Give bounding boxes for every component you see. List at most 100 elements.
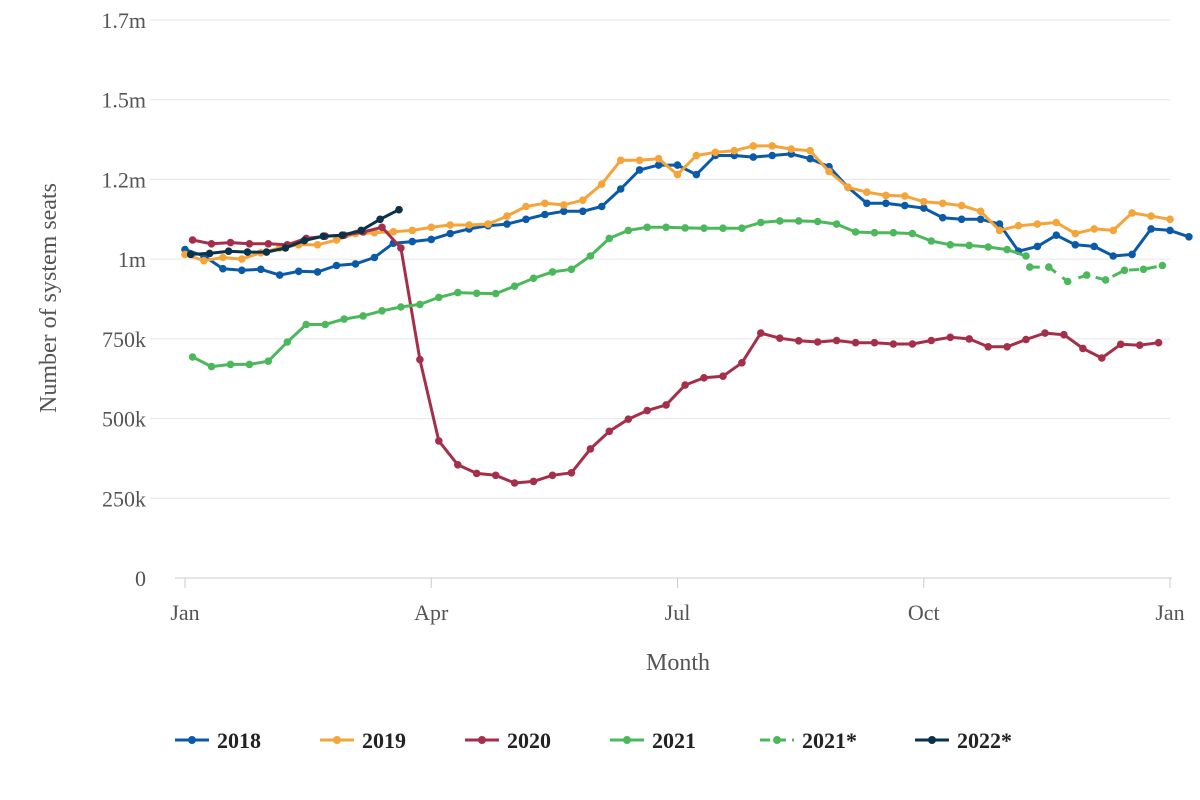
legend-item-2022-star[interactable]: 2022* <box>915 728 1012 753</box>
data-point <box>768 151 776 160</box>
data-point <box>700 224 708 232</box>
data-point <box>870 228 879 237</box>
y-tick-label: 0 <box>135 566 146 591</box>
data-point <box>776 334 784 343</box>
data-point <box>1052 231 1061 239</box>
data-point <box>681 224 689 232</box>
data-point <box>224 247 233 255</box>
data-point <box>1003 245 1011 254</box>
legend-item-2018[interactable]: 2018 <box>175 728 261 753</box>
data-point <box>503 212 511 220</box>
data-point <box>243 248 252 256</box>
data-point <box>416 355 424 364</box>
series-line <box>1029 264 1163 283</box>
data-point <box>200 256 208 265</box>
data-point <box>1135 341 1144 350</box>
data-point <box>359 312 367 320</box>
data-point <box>654 161 663 169</box>
data-point <box>416 300 424 309</box>
data-point <box>889 228 898 237</box>
data-point <box>643 406 651 415</box>
legend-marker <box>188 736 196 744</box>
data-point <box>332 261 341 270</box>
gridlines <box>150 19 1170 499</box>
data-point <box>882 191 890 200</box>
data-point <box>692 151 701 160</box>
data-point <box>529 477 538 486</box>
y-tick-label: 1.2m <box>101 167 146 192</box>
data-point <box>1026 263 1034 271</box>
data-point <box>662 401 670 409</box>
data-point <box>776 217 784 225</box>
legend-marker <box>478 736 486 744</box>
data-point <box>624 226 633 235</box>
legend-label: 2021* <box>802 728 857 753</box>
data-point <box>1079 344 1087 353</box>
legend-marker <box>333 736 341 744</box>
data-point <box>605 234 614 243</box>
x-tick-label: Jan <box>170 600 199 625</box>
data-point <box>832 220 841 228</box>
data-point <box>787 145 795 153</box>
data-point <box>226 238 235 247</box>
data-point <box>662 223 670 232</box>
data-point <box>1128 250 1136 259</box>
data-point <box>719 224 727 232</box>
data-point <box>454 461 462 469</box>
data-point <box>188 236 197 244</box>
data-point <box>370 253 379 262</box>
x-axis: Jan Apr Jul Oct Jan <box>170 577 1185 625</box>
legend-label: 2019 <box>362 728 406 753</box>
legend-item-2019[interactable]: 2019 <box>320 728 406 753</box>
data-point <box>275 271 284 279</box>
data-point <box>976 215 985 224</box>
series-2018 <box>181 150 1193 279</box>
data-point <box>901 201 909 210</box>
data-point <box>813 217 822 226</box>
data-point <box>692 170 701 179</box>
data-point <box>376 215 384 224</box>
data-point <box>965 335 973 343</box>
data-point <box>340 315 348 323</box>
data-point <box>1147 212 1155 220</box>
legend-item-2021[interactable]: 2021 <box>610 728 696 753</box>
data-point <box>226 360 235 369</box>
legend[interactable]: 2018 2019 2020 2021 2021* 2022* <box>175 728 1012 753</box>
data-point <box>832 336 841 345</box>
legend-label: 2022* <box>957 728 1012 753</box>
legend-item-2020[interactable]: 2020 <box>465 728 551 753</box>
y-tick-label: 1.7m <box>101 8 146 33</box>
data-point <box>491 289 500 298</box>
data-point <box>901 192 909 200</box>
data-point <box>635 156 644 165</box>
data-point <box>389 227 398 236</box>
y-tick-label: 1.5m <box>101 88 146 113</box>
legend-item-2021-star[interactable]: 2021* <box>760 728 857 753</box>
data-point <box>806 154 814 163</box>
data-point <box>889 340 898 348</box>
data-point <box>262 248 271 256</box>
data-point <box>1109 252 1117 260</box>
data-point <box>529 274 538 283</box>
data-point <box>957 215 966 224</box>
data-point <box>446 221 455 229</box>
data-point <box>338 231 347 239</box>
data-point <box>938 199 947 208</box>
legend-label: 2020 <box>507 728 551 753</box>
data-point <box>264 357 273 366</box>
data-point <box>673 161 682 169</box>
data-point <box>616 185 625 193</box>
data-point <box>605 427 614 436</box>
series-2020 <box>188 223 1163 487</box>
data-point <box>1033 242 1042 251</box>
data-point <box>946 241 955 249</box>
legend-marker <box>623 736 631 744</box>
data-point <box>730 146 739 155</box>
data-point <box>1022 335 1030 344</box>
data-point <box>281 244 290 252</box>
data-point <box>567 469 576 477</box>
y-tick-label: 1m <box>118 247 146 272</box>
data-point <box>560 207 568 216</box>
data-point <box>1154 338 1163 347</box>
data-point <box>738 359 746 367</box>
